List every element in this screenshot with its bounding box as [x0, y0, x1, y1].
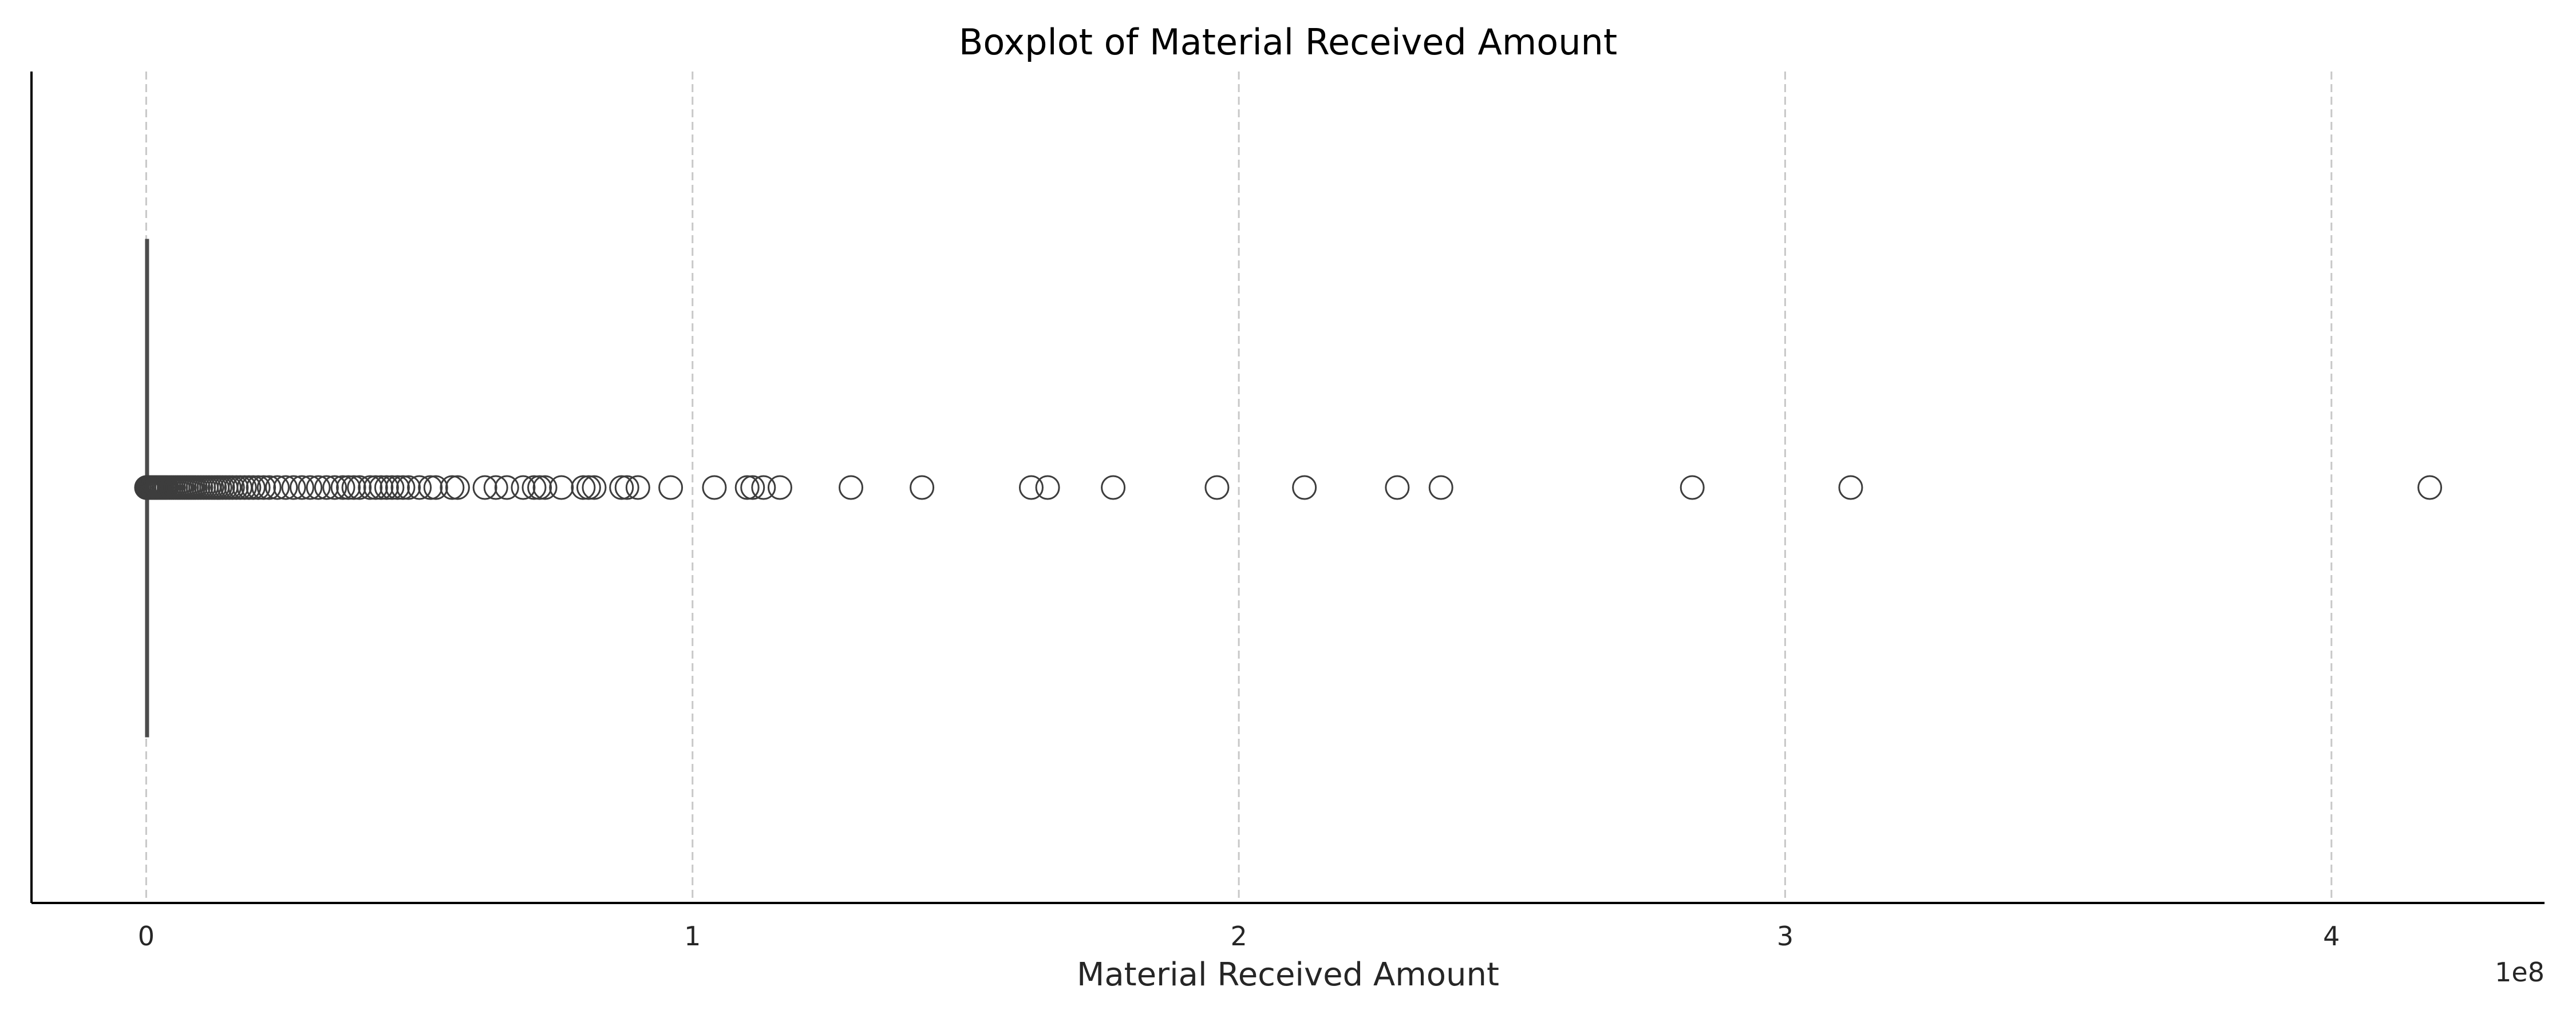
outlier-point [1204, 475, 1230, 500]
outlier-point [281, 475, 306, 500]
outlier-point [341, 475, 366, 500]
outlier-point [1385, 475, 1410, 500]
outlier-point [289, 475, 314, 500]
outlier-point [1838, 475, 1863, 500]
x-tick-label-0: 0 [138, 921, 155, 952]
x-axis-offset-label: 1e8 [2495, 957, 2545, 988]
outlier-point [390, 475, 416, 500]
outlier-points [134, 475, 2443, 500]
outlier-point [1018, 475, 1044, 500]
x-tick-label-1: 1 [684, 921, 701, 952]
outlier-point [751, 475, 776, 500]
outlier-point [571, 475, 596, 500]
outlier-point [910, 475, 935, 500]
outlier-point [494, 475, 519, 500]
axes [30, 72, 2545, 904]
outlier-point [246, 475, 271, 500]
outlier-point [336, 475, 361, 500]
outlier-point [418, 475, 443, 500]
outlier-point [314, 475, 339, 500]
outlier-point [1101, 475, 1126, 500]
outlier-point [363, 475, 388, 500]
x-axis-label: Material Received Amount [1077, 956, 1499, 993]
outlier-point [767, 475, 792, 500]
outlier-point [369, 475, 394, 500]
outlier-point [532, 475, 558, 500]
outlier-point [1292, 475, 1317, 500]
outlier-point [658, 475, 683, 500]
outlier-point [380, 475, 405, 500]
outlier-point [2417, 475, 2443, 500]
outlier-point [625, 475, 650, 500]
chart-title: Boxplot of Material Received Amount [959, 21, 1617, 63]
outlier-point [527, 475, 552, 500]
outlier-point [549, 475, 574, 500]
x-tick-labels: 0 1 2 3 4 [138, 921, 2340, 952]
outlier-point [740, 475, 765, 500]
outlier-point [374, 475, 399, 500]
outlier-point [330, 475, 355, 500]
outlier-point [1680, 475, 1705, 500]
outlier-point [347, 475, 372, 500]
outlier-point [472, 475, 497, 500]
outlier-point [702, 475, 727, 500]
outlier-point [511, 475, 536, 500]
outlier-point [251, 475, 276, 500]
outlier-point [521, 475, 547, 500]
outlier-point [1035, 475, 1060, 500]
outlier-point [440, 475, 465, 500]
outlier-point [582, 475, 607, 500]
outlier-point [445, 475, 470, 500]
outlier-point [358, 475, 383, 500]
outlier-point [306, 475, 331, 500]
outlier-point [423, 475, 448, 500]
grid-lines [145, 72, 2333, 903]
outlier-point [483, 475, 508, 500]
outlier-point [273, 475, 298, 500]
outlier-point [396, 475, 421, 500]
outlier-point [256, 475, 282, 500]
x-tick-label-3: 3 [1777, 921, 1793, 952]
outlier-point [839, 475, 864, 500]
outlier-point [1428, 475, 1453, 500]
outlier-point [609, 475, 634, 500]
outlier-point [614, 475, 639, 500]
x-tick-label-2: 2 [1230, 921, 1247, 952]
outlier-point [734, 475, 760, 500]
outlier-point [298, 475, 323, 500]
outlier-point [407, 475, 432, 500]
x-tick-label-4: 4 [2323, 921, 2340, 952]
outlier-point [264, 475, 290, 500]
outlier-point [385, 475, 410, 500]
outlier-point [240, 475, 266, 500]
outlier-point [322, 475, 347, 500]
outlier-point [576, 475, 601, 500]
